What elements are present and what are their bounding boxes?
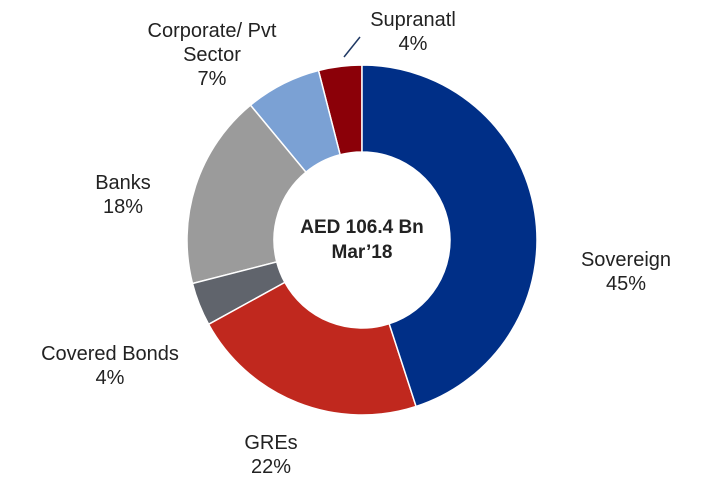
category-label: Corporate/ Pvt Sector [147,20,277,66]
slice-label: Sovereign 45% [546,248,706,296]
slice [249,69,342,174]
slice-label: Supranatl 4% [333,8,493,56]
slice [361,64,538,408]
category-label: Covered Bonds [41,343,179,365]
value-label: 4% [398,33,428,55]
slice [191,260,286,326]
slice [207,281,418,416]
value-label: 4% [95,367,125,389]
value-label: 7% [197,68,227,90]
slice-label: Covered Bonds 4% [0,342,230,390]
slice-label: Banks 18% [43,171,203,219]
value-label: 22% [250,456,292,478]
category-label: GREs [244,432,298,454]
value-label: 18% [102,196,144,218]
category-label: Banks [95,172,151,194]
slice-label: Corporate/ Pvt Sector 7% [137,19,287,91]
center-amount: AED 106.4 Bn [300,217,424,238]
value-label: 45% [605,273,647,295]
category-label: Supranatl [370,9,456,31]
slice-label: GREs 22% [191,431,351,479]
center-date: Mar’18 [331,242,393,263]
slice [186,104,307,285]
category-label: Sovereign [580,249,672,271]
center-label: AED 106.4 Bn Mar’18 [300,215,424,265]
leader-line [343,36,361,58]
